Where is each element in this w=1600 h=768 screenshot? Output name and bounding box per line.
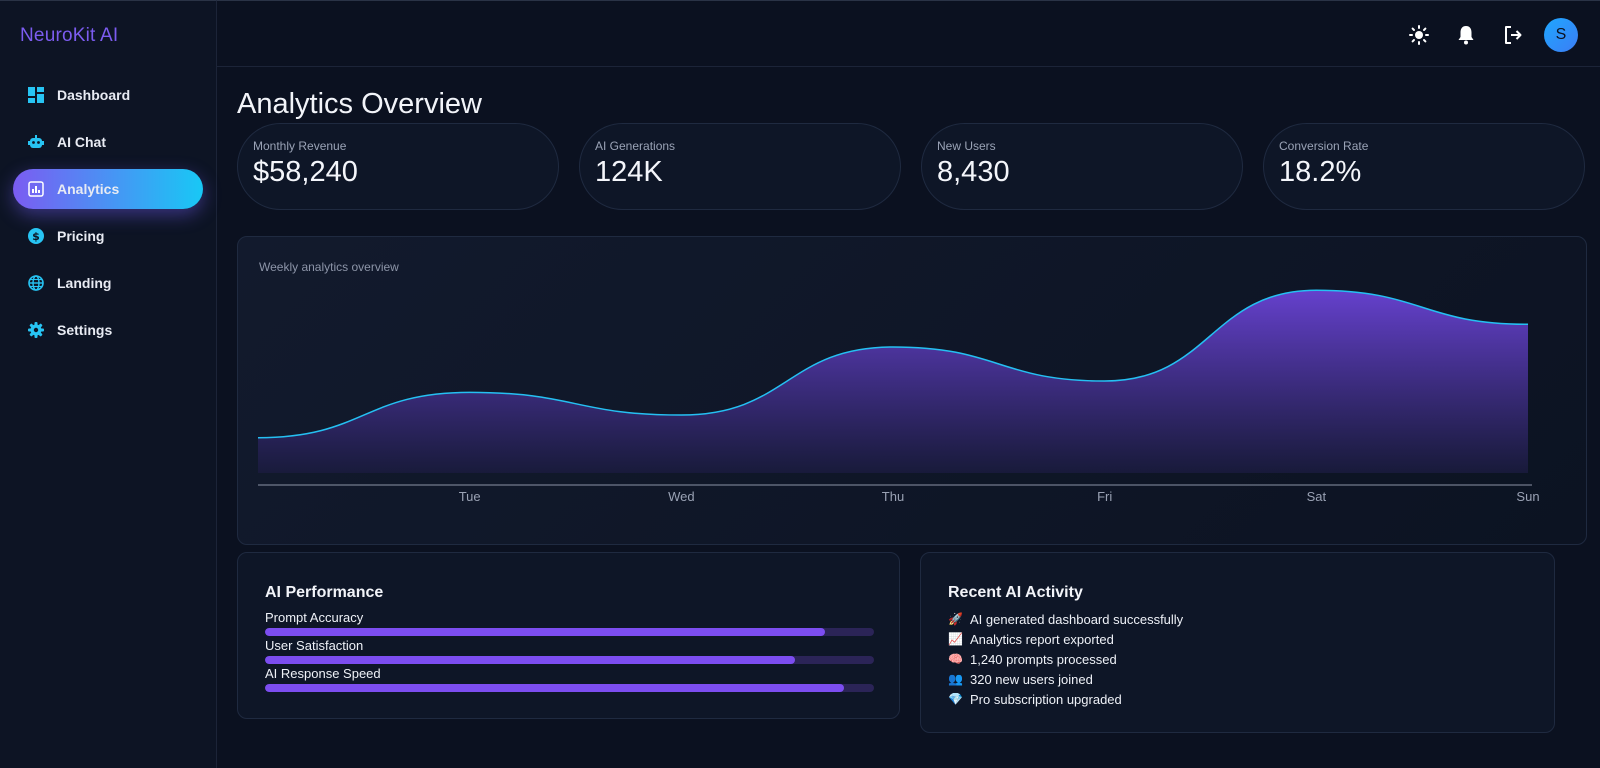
brand-logo[interactable]: NeuroKit AI	[20, 25, 119, 46]
chart-up-icon: 📈	[948, 632, 963, 646]
users-icon: 👥	[948, 672, 963, 686]
stat-card-new-users: New Users 8,430	[921, 123, 1243, 210]
activity-text: Pro subscription upgraded	[970, 691, 1122, 707]
stat-label: AI Generations	[595, 139, 676, 153]
x-tick-label: Sun	[1516, 489, 1539, 504]
performance-row-prompt-accuracy: Prompt Accuracy	[265, 610, 874, 636]
stat-value: 18.2%	[1279, 156, 1362, 188]
performance-row-user-satisfaction: User Satisfaction	[265, 638, 874, 664]
x-tick-label: Wed	[668, 489, 695, 504]
performance-title: AI Performance	[265, 584, 384, 601]
globe-icon	[28, 275, 44, 291]
stat-value: 124K	[595, 156, 663, 188]
performance-label: AI Response Speed	[265, 666, 381, 681]
stat-card-monthly-revenue: Monthly Revenue $58,240	[237, 123, 559, 210]
dashboard-icon	[28, 87, 44, 103]
list-item: 👥 320 new users joined	[948, 669, 1183, 689]
svg-text:$: $	[32, 230, 40, 243]
sidebar-item-pricing[interactable]: $ Pricing	[13, 216, 203, 256]
sidebar: NeuroKit AI Dashboard AI Chat Analytics …	[0, 0, 217, 768]
progress-track	[265, 628, 874, 636]
chart-series-line	[257, 289, 1529, 439]
stat-label: Conversion Rate	[1279, 139, 1369, 153]
diamond-icon: 💎	[948, 692, 963, 706]
stat-card-conversion-rate: Conversion Rate 18.2%	[1263, 123, 1585, 210]
sidebar-item-label: AI Chat	[57, 134, 106, 150]
activity-text: AI generated dashboard successfully	[970, 611, 1184, 627]
list-item: 💎 Pro subscription upgraded	[948, 689, 1183, 709]
activity-list: 🚀 AI generated dashboard successfully 📈 An…	[948, 609, 1183, 709]
topbar-actions: S	[1383, 18, 1578, 52]
analytics-icon	[28, 181, 44, 197]
performance-label: User Satisfaction	[265, 638, 364, 653]
sidebar-item-landing[interactable]: Landing	[13, 263, 203, 303]
stat-label: Monthly Revenue	[253, 139, 347, 153]
performance-label: Prompt Accuracy	[265, 610, 364, 625]
x-tick-label: Sat	[1307, 489, 1327, 504]
weekly-analytics-chart-card: Weekly analytics overview Tue Wed Thu Fri Sa…	[237, 236, 1587, 545]
activity-text: Analytics report exported	[970, 631, 1114, 647]
sidebar-item-label: Analytics	[57, 181, 120, 197]
sidebar-item-analytics[interactable]: Analytics	[13, 169, 203, 209]
progress-fill	[265, 684, 844, 692]
sidebar-item-settings[interactable]: Settings	[13, 310, 203, 350]
progress-fill	[265, 628, 826, 636]
list-item: 📈 Analytics report exported	[948, 629, 1183, 649]
recent-activity-card: Recent AI Activity 🚀 AI generated dashboa…	[920, 552, 1555, 733]
stat-value: 8,430	[937, 156, 1010, 188]
sidebar-item-label: Dashboard	[57, 87, 131, 103]
performance-row-ai-response-speed: AI Response Speed	[265, 666, 874, 692]
page-title: Analytics Overview	[237, 88, 482, 120]
ai-performance-card: AI Performance Prompt Accuracy User Sati…	[237, 552, 900, 719]
activity-title: Recent AI Activity	[948, 584, 1083, 601]
sidebar-nav: Dashboard AI Chat Analytics $ Pricing La…	[13, 75, 203, 357]
stat-value: $58,240	[253, 156, 358, 188]
list-item: 🚀 AI generated dashboard successfully	[948, 609, 1183, 629]
robot-icon	[28, 134, 44, 150]
brain-icon: 🧠	[948, 652, 963, 666]
sidebar-item-dashboard[interactable]: Dashboard	[13, 75, 203, 115]
progress-track	[265, 656, 874, 664]
logout-icon[interactable]	[1502, 24, 1524, 46]
sun-icon[interactable]	[1408, 24, 1430, 46]
activity-text: 320 new users joined	[970, 671, 1093, 687]
chart-area-fill	[258, 290, 1528, 473]
activity-text: 1,240 prompts processed	[970, 651, 1117, 667]
list-item: 🧠 1,240 prompts processed	[948, 649, 1183, 669]
bell-icon[interactable]	[1455, 24, 1477, 46]
dollar-icon: $	[28, 228, 44, 244]
sidebar-item-label: Settings	[57, 322, 113, 338]
topbar: S	[217, 0, 1600, 67]
stat-label: New Users	[937, 139, 996, 153]
progress-fill	[265, 656, 795, 664]
x-tick-label: Thu	[882, 489, 904, 504]
gear-icon	[28, 322, 44, 338]
progress-track	[265, 684, 874, 692]
sidebar-item-label: Pricing	[57, 228, 105, 244]
area-chart: Tue Wed Thu Fri Sat Sun	[257, 289, 1540, 504]
x-tick-label: Tue	[459, 489, 481, 504]
chart-subtitle: Weekly analytics overview	[259, 260, 399, 274]
x-tick-label: Fri	[1097, 489, 1112, 504]
sidebar-item-label: Landing	[57, 275, 112, 291]
rocket-icon: 🚀	[948, 612, 963, 626]
sidebar-item-ai-chat[interactable]: AI Chat	[13, 122, 203, 162]
stat-card-ai-generations: AI Generations 124K	[579, 123, 901, 210]
avatar[interactable]: S	[1544, 18, 1578, 52]
